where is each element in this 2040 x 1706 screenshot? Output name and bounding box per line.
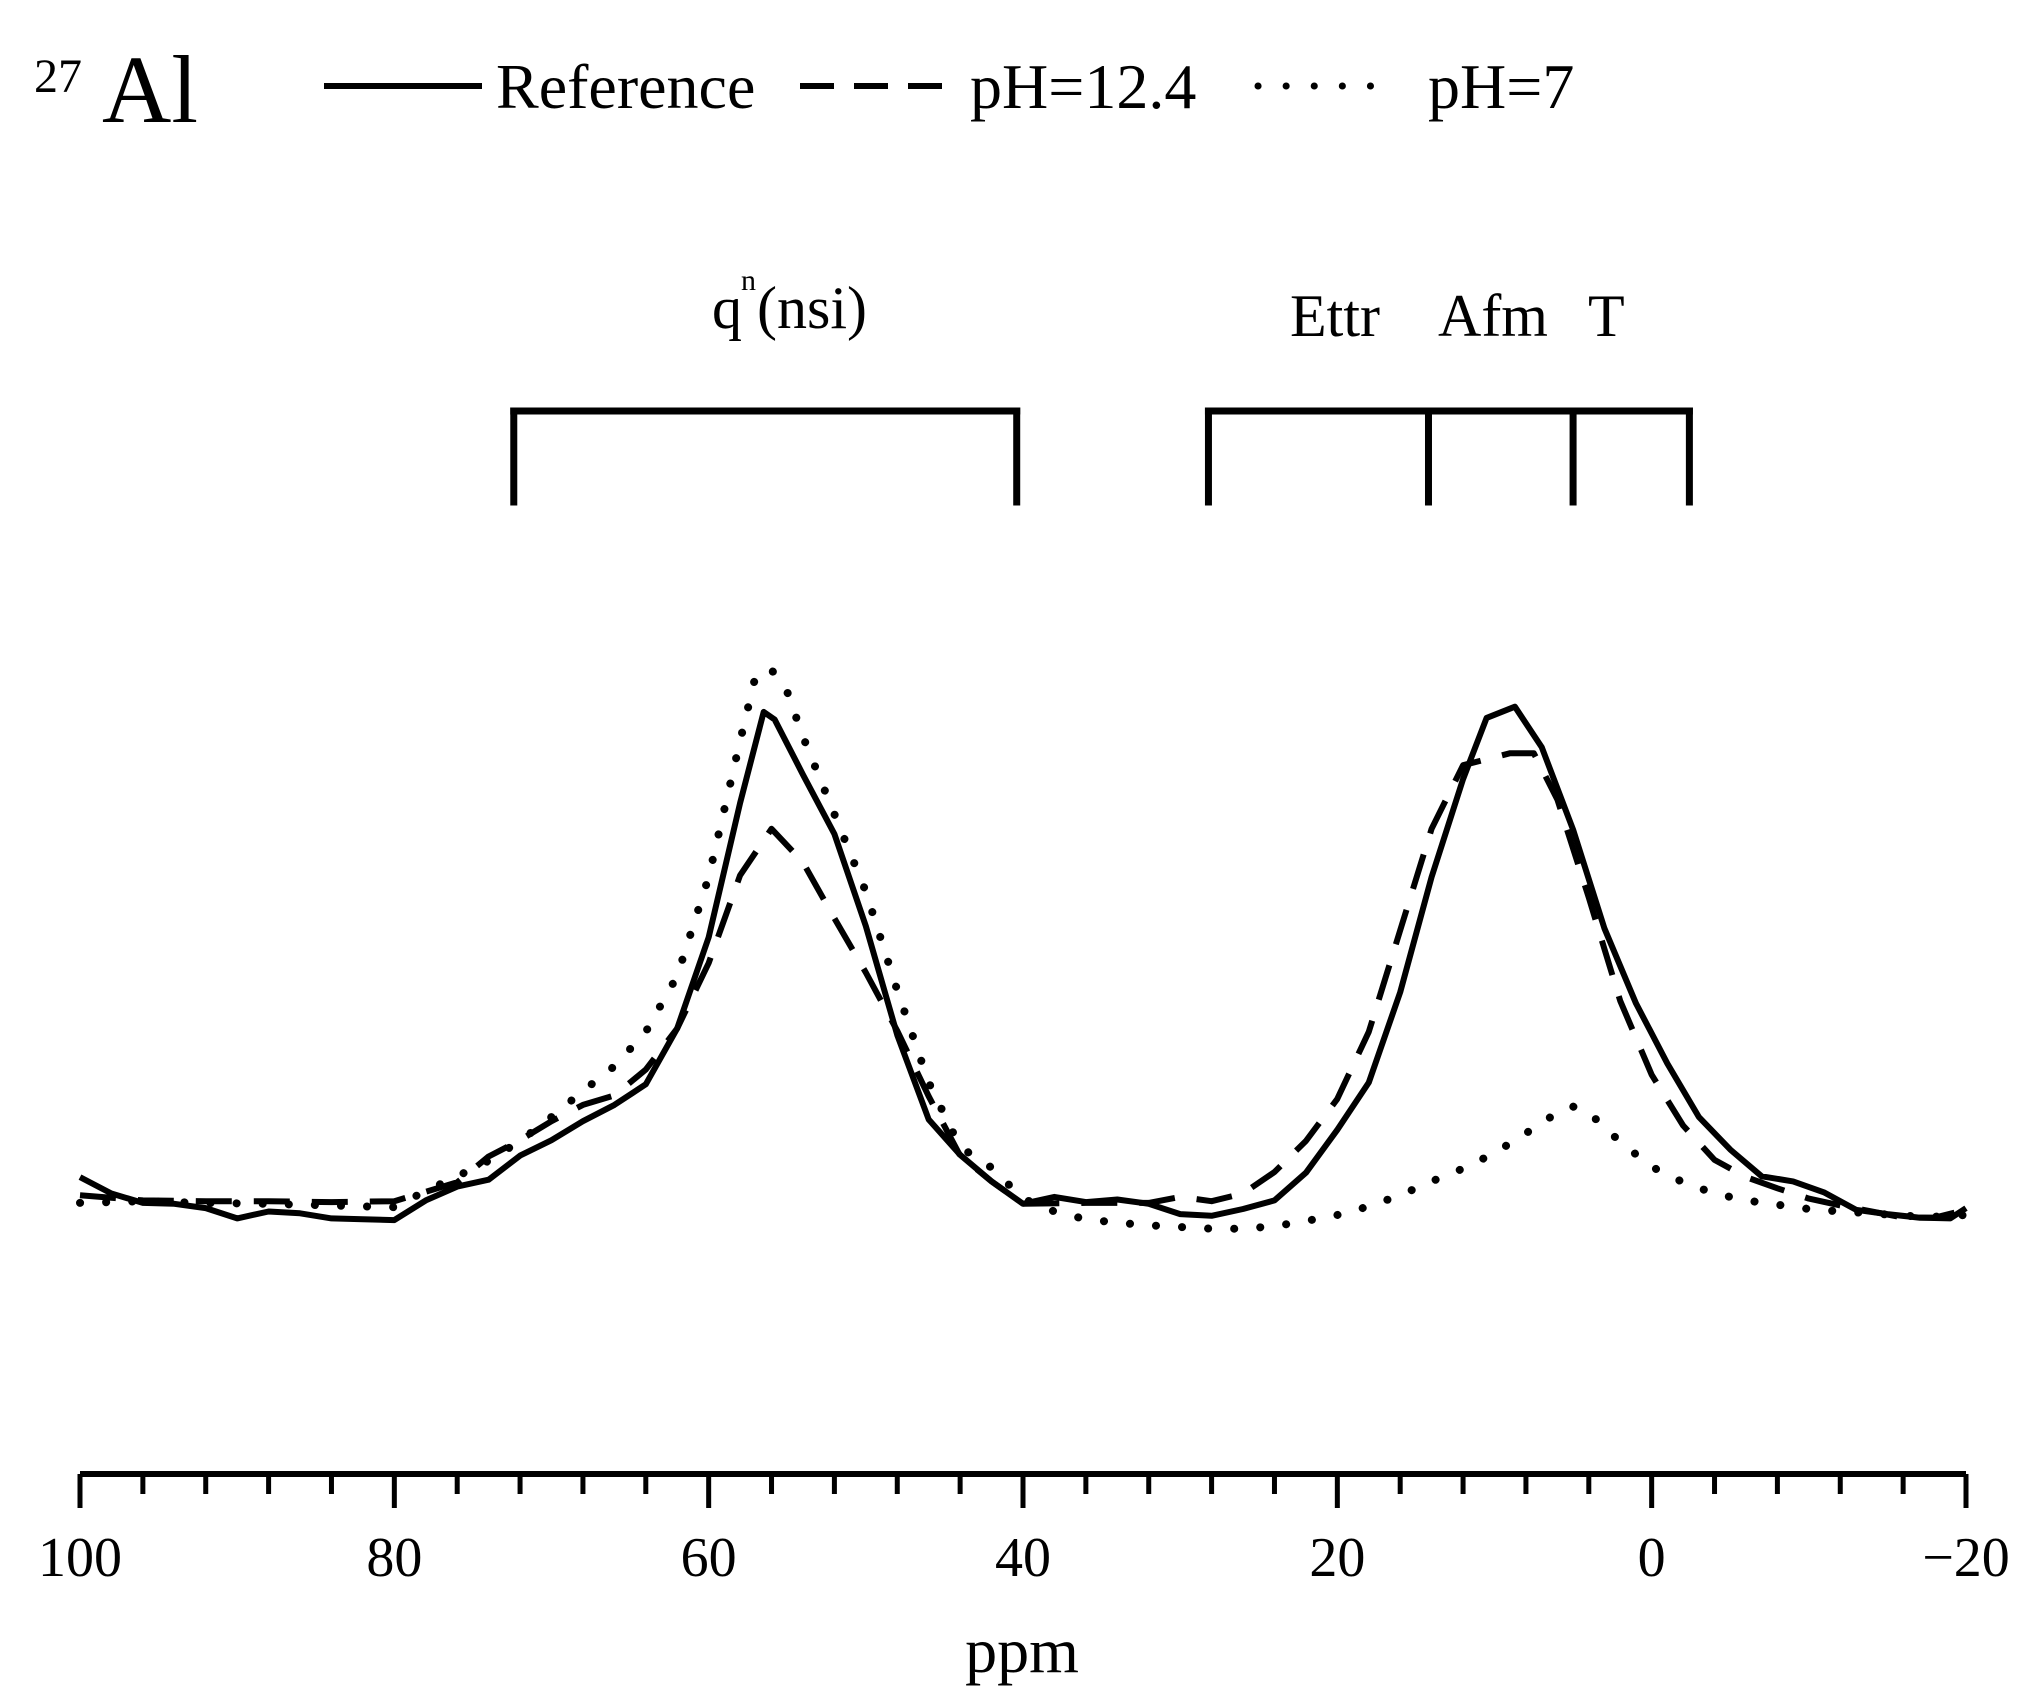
series-ph-12-4	[79, 750, 1967, 1221]
chart-title: 27 Al	[34, 36, 198, 143]
title-superscript: 27	[34, 50, 82, 103]
x-tick-label: 0	[1638, 1527, 1666, 1589]
legend-label-reference: Reference	[496, 51, 755, 122]
series-reference	[78, 703, 1968, 1224]
annotation-qn-suffix: (nsi)	[757, 275, 867, 341]
phase-brackets	[510, 407, 1693, 506]
x-tick-label: −20	[1922, 1527, 2010, 1589]
title-element: Al	[102, 36, 198, 143]
legend-label-ph-7: pH=7	[1428, 51, 1574, 122]
annotation-qn-base: q	[712, 275, 742, 341]
x-tick-label: 40	[995, 1527, 1051, 1589]
series-ph-7	[76, 665, 1970, 1233]
x-axis-title: ppm	[965, 1615, 1079, 1686]
x-tick-label: 80	[366, 1527, 422, 1589]
annotation-t: T	[1588, 283, 1625, 349]
x-tick-label: 100	[38, 1527, 122, 1589]
annotation-afm: Afm	[1438, 283, 1548, 349]
x-axis: 100 80 60 40 20 0 −20	[38, 1471, 2010, 1589]
x-tick-label: 20	[1309, 1527, 1365, 1589]
annotations: q n (nsi) Ettr Afm T	[712, 264, 1625, 349]
legend-label-ph-12-4: pH=12.4	[970, 51, 1196, 122]
spectrum-curves	[76, 665, 1970, 1233]
annotation-ettr: Ettr	[1290, 283, 1380, 349]
annotation-qn-superscript: n	[741, 264, 756, 297]
x-tick-label: 60	[681, 1527, 737, 1589]
legend: Reference pH=12.4 pH=7	[324, 51, 1574, 122]
